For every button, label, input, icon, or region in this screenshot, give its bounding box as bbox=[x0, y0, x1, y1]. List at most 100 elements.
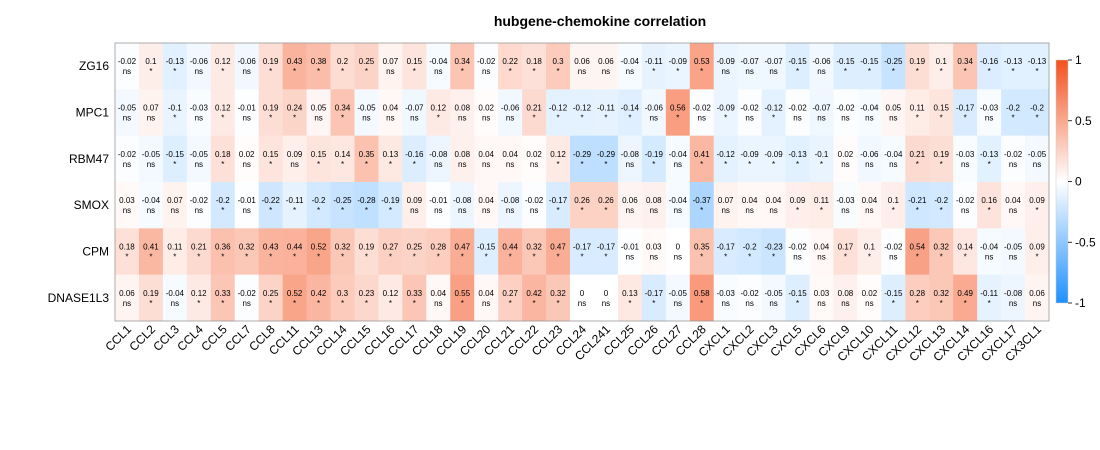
cell-value-label: 0.18 bbox=[215, 150, 231, 159]
heatmap-cell bbox=[1025, 228, 1050, 275]
cell-value-label: 0.3 bbox=[337, 289, 349, 298]
cell-significance-label: ns bbox=[626, 206, 634, 215]
cell-significance-label: * bbox=[604, 253, 607, 262]
cell-value-label: -0.07 bbox=[764, 57, 783, 66]
cell-value-label: -0.08 bbox=[453, 196, 472, 205]
cell-significance-label: * bbox=[772, 253, 775, 262]
cell-value-label: -0.11 bbox=[645, 57, 663, 66]
cell-value-label: 0.04 bbox=[478, 150, 494, 159]
heatmap-cell bbox=[881, 135, 906, 183]
cell-value-label: -0.04 bbox=[980, 243, 999, 252]
cell-value-label: -0.09 bbox=[741, 150, 760, 159]
cell-significance-label: ns bbox=[817, 114, 825, 123]
heatmap-cell bbox=[593, 43, 619, 90]
heatmap-cell bbox=[474, 43, 499, 90]
cell-value-label: 0 bbox=[604, 289, 609, 298]
cell-value-label: -0.02 bbox=[118, 150, 137, 159]
cell-value-label: -0.17 bbox=[597, 243, 616, 252]
heatmap-cell bbox=[162, 89, 188, 136]
heatmap-cell bbox=[210, 228, 236, 275]
cell-value-label: 0.04 bbox=[502, 150, 518, 159]
cell-value-label: 0.44 bbox=[287, 243, 303, 252]
cell-value-label: -0.17 bbox=[549, 196, 568, 205]
heatmap-cell bbox=[977, 274, 1002, 322]
cell-significance-label: * bbox=[293, 299, 296, 308]
cell-significance-label: * bbox=[580, 253, 583, 262]
cell-value-label: -0.04 bbox=[884, 150, 903, 159]
cell-value-label: 0.19 bbox=[263, 57, 279, 66]
cell-value-label: 0.23 bbox=[359, 289, 375, 298]
cell-significance-label: * bbox=[700, 206, 703, 215]
heatmap-cell bbox=[953, 182, 978, 229]
cell-significance-label: * bbox=[748, 160, 751, 169]
cell-value-label: -0.2 bbox=[1030, 104, 1044, 113]
cell-value-label: 0.04 bbox=[742, 196, 758, 205]
heatmap-cell bbox=[665, 89, 691, 136]
heatmap-cell bbox=[785, 182, 810, 229]
cell-value-label: -0.2 bbox=[1006, 104, 1020, 113]
cell-value-label: -0.04 bbox=[669, 196, 688, 205]
cell-significance-label: ns bbox=[889, 253, 897, 262]
cell-significance-label: * bbox=[1012, 67, 1015, 76]
heatmap-cell bbox=[1001, 182, 1026, 229]
cell-value-label: -0.04 bbox=[142, 196, 161, 205]
cell-significance-label: ns bbox=[721, 206, 729, 215]
cell-value-label: 0.33 bbox=[215, 289, 231, 298]
cell-significance-label: * bbox=[1035, 206, 1038, 215]
heatmap-cell bbox=[713, 228, 738, 275]
heatmap-cell bbox=[570, 182, 595, 229]
heatmap-cell bbox=[378, 89, 403, 136]
heatmap-cell bbox=[186, 182, 212, 229]
cell-significance-label: ns bbox=[769, 67, 777, 76]
cell-value-label: 0.09 bbox=[790, 196, 806, 205]
cell-value-label: 0.26 bbox=[598, 196, 614, 205]
heatmap-cell bbox=[282, 274, 307, 322]
cell-significance-label: * bbox=[700, 253, 703, 262]
cell-significance-label: * bbox=[221, 160, 224, 169]
cell-value-label: -0.02 bbox=[836, 104, 855, 113]
cell-significance-label: * bbox=[604, 160, 607, 169]
heatmap-cell bbox=[977, 89, 1002, 136]
cell-value-label: -0.02 bbox=[741, 104, 760, 113]
cell-significance-label: ns bbox=[1033, 299, 1041, 308]
cell-value-label: 0.25 bbox=[359, 57, 375, 66]
cell-value-label: -0.09 bbox=[717, 104, 736, 113]
cell-significance-label: ns bbox=[434, 160, 442, 169]
heatmap-cell bbox=[186, 43, 212, 90]
cell-significance-label: * bbox=[269, 299, 272, 308]
column-label: CCL2 bbox=[126, 322, 158, 354]
cell-significance-label: * bbox=[916, 160, 919, 169]
cell-significance-label: ns bbox=[482, 114, 490, 123]
heatmap-cell bbox=[905, 135, 930, 183]
heatmap-cell bbox=[617, 43, 643, 90]
heatmap-cell bbox=[785, 43, 810, 90]
cell-value-label: 0.32 bbox=[526, 243, 542, 252]
cell-significance-label: * bbox=[125, 253, 128, 262]
cell-value-label: -0.15 bbox=[477, 243, 496, 252]
cell-value-label: -0.15 bbox=[166, 150, 185, 159]
cell-significance-label: ns bbox=[147, 114, 155, 123]
cell-significance-label: * bbox=[317, 160, 320, 169]
heatmap-cell bbox=[258, 182, 283, 229]
heatmap-cell bbox=[809, 182, 834, 229]
cell-significance-label: * bbox=[772, 114, 775, 123]
heatmap-cell bbox=[546, 89, 571, 136]
cell-value-label: -0.07 bbox=[812, 104, 831, 113]
heatmap-cell bbox=[593, 274, 619, 322]
cell-significance-label: * bbox=[868, 67, 871, 76]
cell-significance-label: ns bbox=[841, 299, 849, 308]
cell-significance-label: ns bbox=[721, 299, 729, 308]
cell-value-label: -0.07 bbox=[405, 104, 424, 113]
heatmap-cell bbox=[689, 182, 715, 229]
column-label: CCL7 bbox=[222, 322, 254, 354]
heatmap-cell bbox=[402, 135, 427, 183]
legend-color-bar bbox=[1055, 59, 1069, 304]
cell-value-label: 0.19 bbox=[143, 289, 159, 298]
heatmap-cell bbox=[857, 228, 882, 275]
cell-significance-label: * bbox=[916, 114, 919, 123]
heatmap-cell bbox=[761, 182, 786, 229]
cell-significance-label: * bbox=[652, 160, 655, 169]
cell-significance-label: ns bbox=[841, 160, 849, 169]
heatmap-cell bbox=[593, 228, 619, 275]
